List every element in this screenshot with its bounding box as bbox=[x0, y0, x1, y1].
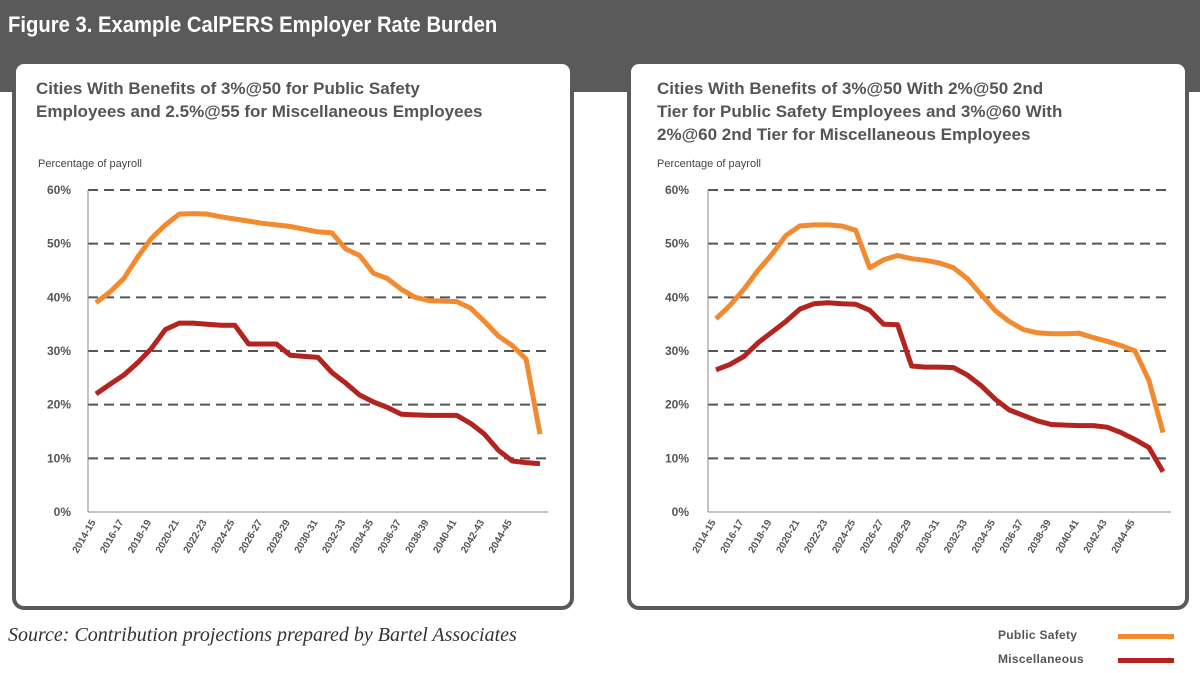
x-tick-label: 2030-31 bbox=[293, 518, 321, 556]
x-tick-label: 2044-45 bbox=[487, 518, 515, 556]
series-line-public-safety bbox=[94, 211, 543, 435]
x-tick-label: 2040-41 bbox=[1054, 518, 1082, 556]
legend-item-public-safety: Public Safety bbox=[998, 628, 1188, 646]
y-axis-label: Percentage of payroll bbox=[38, 158, 142, 170]
x-tick-label: 2036-37 bbox=[998, 518, 1026, 556]
x-tick-label: 2028-29 bbox=[265, 518, 293, 556]
source-note: Source: Contribution projections prepare… bbox=[8, 624, 517, 646]
x-tick-label: 2016-17 bbox=[98, 518, 126, 556]
chart-title-line: Cities With Benefits of 3%@50 for Public… bbox=[36, 79, 420, 98]
x-tick-label: 2042-43 bbox=[1082, 518, 1110, 556]
y-tick-label: 60% bbox=[665, 183, 689, 197]
x-tick-label: 2026-27 bbox=[237, 518, 265, 556]
y-tick-label: 0% bbox=[54, 505, 72, 519]
y-axis-label: Percentage of payroll bbox=[657, 158, 761, 170]
right-chart-panel: Cities With Benefits of 3%@50 With 2%@50… bbox=[627, 60, 1189, 610]
y-tick-label: 0% bbox=[672, 505, 690, 519]
x-tick-label: 2018-19 bbox=[747, 518, 775, 556]
chart-title-line: Tier for Public Safety Employees and 3%@… bbox=[657, 102, 1062, 121]
y-tick-label: 30% bbox=[665, 344, 689, 358]
x-tick-label: 2038-39 bbox=[1026, 518, 1054, 556]
x-tick-label: 2044-45 bbox=[1110, 518, 1138, 556]
x-tick-label: 2022-23 bbox=[802, 518, 830, 556]
left-chart: Cities With Benefits of 3%@50 for Public… bbox=[36, 79, 548, 556]
x-tick-label: 2016-17 bbox=[719, 518, 747, 556]
y-tick-label: 10% bbox=[47, 451, 71, 465]
y-tick-label: 30% bbox=[47, 344, 71, 358]
legend-swatch bbox=[1118, 658, 1174, 663]
x-tick-label: 2034-35 bbox=[970, 518, 998, 556]
x-tick-label: 2032-33 bbox=[942, 518, 970, 556]
left-chart-panel: Cities With Benefits of 3%@50 for Public… bbox=[12, 60, 574, 610]
x-tick-label: 2014-15 bbox=[691, 518, 719, 556]
x-tick-label: 2040-41 bbox=[431, 518, 459, 556]
legend: Public Safety Miscellaneous bbox=[998, 628, 1188, 668]
chart-title-line: 2%@60 2nd Tier for Miscellaneous Employe… bbox=[657, 125, 1030, 144]
y-tick-label: 60% bbox=[47, 183, 71, 197]
y-tick-label: 50% bbox=[47, 237, 71, 251]
x-tick-label: 2042-43 bbox=[459, 518, 487, 556]
legend-label: Public Safety bbox=[998, 628, 1078, 642]
x-tick-label: 2030-31 bbox=[914, 518, 942, 556]
y-tick-label: 40% bbox=[47, 290, 71, 304]
series-line-public-safety bbox=[714, 222, 1166, 434]
series-line-miscellaneous bbox=[715, 300, 1166, 474]
series-line-miscellaneous bbox=[94, 320, 541, 467]
x-tick-label: 2034-35 bbox=[348, 518, 376, 556]
y-tick-label: 10% bbox=[665, 451, 689, 465]
x-tick-label: 2018-19 bbox=[126, 518, 154, 556]
right-chart: Cities With Benefits of 3%@50 With 2%@50… bbox=[657, 79, 1171, 556]
y-tick-label: 40% bbox=[665, 290, 689, 304]
chart-title-line: Cities With Benefits of 3%@50 With 2%@50… bbox=[657, 79, 1043, 98]
x-tick-label: 2014-15 bbox=[71, 518, 99, 556]
legend-item-miscellaneous: Miscellaneous bbox=[998, 652, 1188, 670]
chart-title-line: Employees and 2.5%@55 for Miscellaneous … bbox=[36, 102, 482, 121]
x-tick-label: 2036-37 bbox=[376, 518, 404, 556]
x-tick-label: 2022-23 bbox=[182, 518, 210, 556]
x-tick-label: 2020-21 bbox=[775, 518, 803, 556]
x-tick-label: 2032-33 bbox=[320, 518, 348, 556]
x-tick-label: 2038-39 bbox=[404, 518, 432, 556]
figure-title: Figure 3. Example CalPERS Employer Rate … bbox=[8, 12, 498, 37]
y-tick-label: 20% bbox=[47, 398, 71, 412]
x-tick-label: 2024-25 bbox=[830, 518, 858, 556]
x-tick-label: 2026-27 bbox=[858, 518, 886, 556]
y-tick-label: 50% bbox=[665, 237, 689, 251]
legend-label: Miscellaneous bbox=[998, 652, 1084, 666]
y-tick-label: 20% bbox=[665, 398, 689, 412]
x-tick-label: 2020-21 bbox=[154, 518, 182, 556]
legend-swatch bbox=[1118, 634, 1174, 639]
x-tick-label: 2028-29 bbox=[886, 518, 914, 556]
x-tick-label: 2024-25 bbox=[209, 518, 237, 556]
